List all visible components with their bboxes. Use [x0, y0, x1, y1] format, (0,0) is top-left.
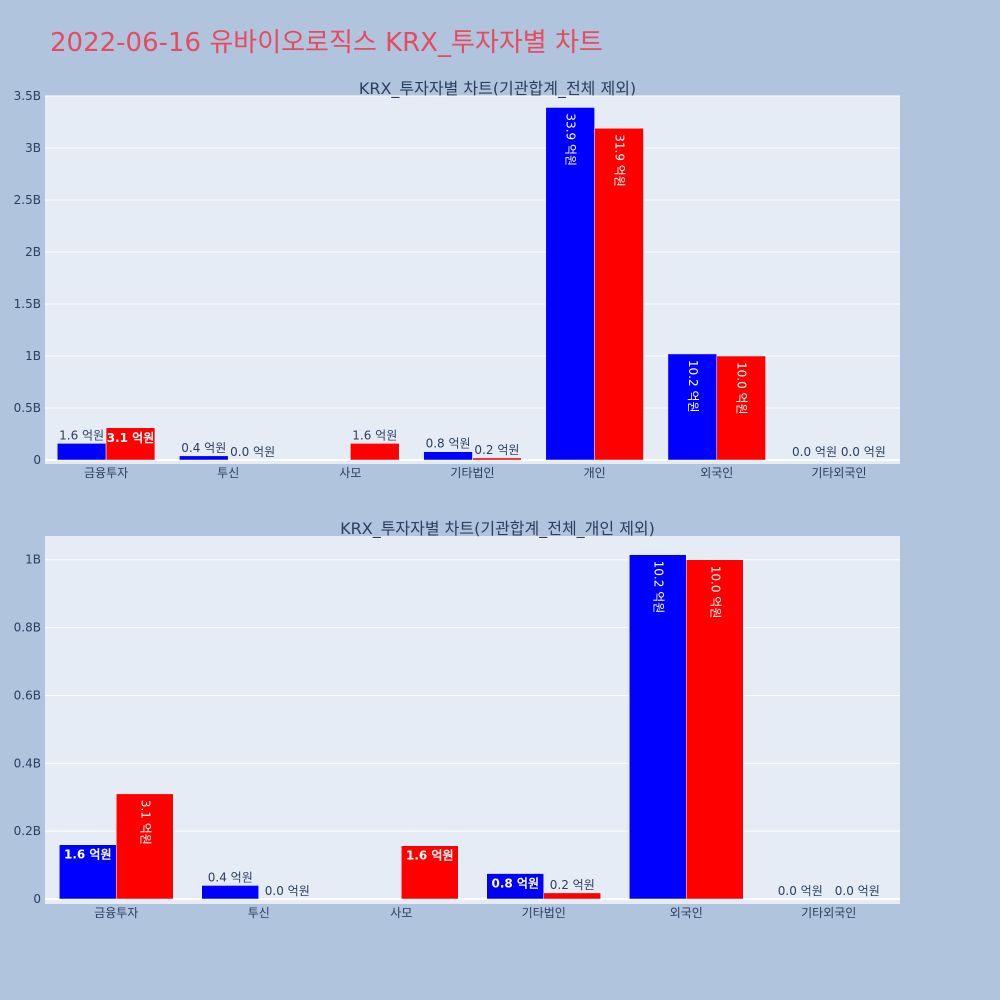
bar-value-label: 0.0 억원 [792, 445, 837, 459]
x-tick-label: 기타법인 [450, 466, 494, 480]
bar-value-label: 0.2 억원 [550, 878, 595, 892]
x-tick-label: 사모 [339, 466, 361, 480]
bar-value-label: 0.2 억원 [474, 443, 519, 457]
bar-value-label: 0.0 억원 [835, 884, 880, 898]
bar-value-label: 10.2 억원 [651, 561, 665, 614]
bar [686, 559, 744, 900]
x-tick-label: 투신 [217, 466, 239, 480]
bar [423, 451, 473, 461]
bar [201, 885, 259, 900]
x-tick-label: 금융투자 [94, 906, 138, 920]
bar-value-label: 10.0 억원 [735, 362, 749, 415]
bar-value-label: 3.1 억원 [107, 431, 155, 445]
bar-value-label: 1.6 억원 [64, 848, 112, 862]
bar [350, 443, 400, 461]
bar-value-label: 0.8 억원 [491, 877, 539, 891]
y-tick-label: 1.5B [14, 297, 41, 311]
bar-value-label: 1.6 억원 [406, 849, 454, 863]
bar-value-label: 0.0 억원 [778, 884, 823, 898]
bar-value-label: 0.4 억원 [181, 441, 226, 455]
bar-value-label: 10.0 억원 [708, 566, 722, 619]
bar-value-label: 0.8 억원 [426, 437, 471, 451]
y-tick-label: 0 [33, 892, 41, 906]
bar-value-label: 0.0 억원 [265, 884, 310, 898]
bar [179, 455, 229, 461]
x-tick-label: 개인 [584, 466, 606, 480]
bar-value-label: 0.0 억원 [841, 445, 886, 459]
y-tick-label: 0.6B [14, 688, 41, 702]
y-tick-label: 0.4B [14, 756, 41, 770]
x-tick-label: 사모 [390, 906, 412, 920]
plot-area [45, 536, 900, 904]
bar [629, 554, 687, 900]
chart-bottom: KRX_투자자별 차트(기관합계_전체_개인 제외) 0 0.2B 0.4B 0.6B 0… [14, 519, 900, 920]
x-tick-label: 기타법인 [522, 906, 566, 920]
y-tick-label: 0.5B [14, 401, 41, 415]
y-tick-label: 2.5B [14, 193, 41, 207]
y-tick-label: 0.2B [14, 824, 41, 838]
bar-value-label: 31.9 억원 [613, 134, 627, 187]
y-tick-label: 0 [33, 453, 41, 467]
chart-title: KRX_투자자별 차트(기관합계_전체_개인 제외) [340, 519, 655, 539]
page-title: 2022-06-16 유바이오로직스 KRX_투자자별 차트 [50, 28, 603, 58]
x-tick-label: 투신 [248, 906, 270, 920]
bar [716, 355, 766, 461]
bar-value-label: 1.6 억원 [59, 428, 104, 442]
bar [545, 107, 595, 461]
bar [594, 127, 644, 461]
plot-area [45, 96, 900, 464]
y-tick-label: 3.5B [14, 89, 41, 103]
bar [667, 353, 718, 461]
bar [401, 845, 459, 900]
y-tick-label: 1B [25, 349, 41, 363]
chart-title: KRX_투자자별 차트(기관합계_전체 제외) [359, 79, 636, 99]
y-tick-label: 1B [25, 553, 41, 567]
x-tick-label: 외국인 [700, 466, 733, 480]
bar-value-label: 33.9 억원 [564, 113, 578, 166]
chart-top: KRX_투자자별 차트(기관합계_전체 제외) 0 0.5B 1B 1.5B 2B 2.5B… [14, 79, 900, 480]
y-tick-label: 2B [25, 245, 41, 259]
bar [105, 427, 156, 461]
bar-value-label: 3.1 억원 [138, 800, 152, 845]
bar [543, 892, 601, 900]
y-tick-label: 0.8B [14, 621, 41, 635]
bar [472, 457, 522, 461]
x-tick-label: 기타외국인 [801, 906, 856, 920]
bar-value-label: 0.0 억원 [230, 445, 275, 459]
x-tick-label: 기타외국인 [811, 466, 866, 480]
bar-value-label: 10.2 억원 [686, 360, 700, 413]
bar [56, 443, 107, 461]
bar [486, 873, 544, 900]
bar-value-label: 1.6 억원 [352, 428, 397, 442]
bar-value-label: 0.4 억원 [208, 870, 253, 884]
bar [116, 793, 174, 900]
x-tick-label: 금융투자 [84, 466, 128, 480]
x-tick-label: 외국인 [670, 906, 703, 920]
y-tick-label: 3B [25, 141, 41, 155]
